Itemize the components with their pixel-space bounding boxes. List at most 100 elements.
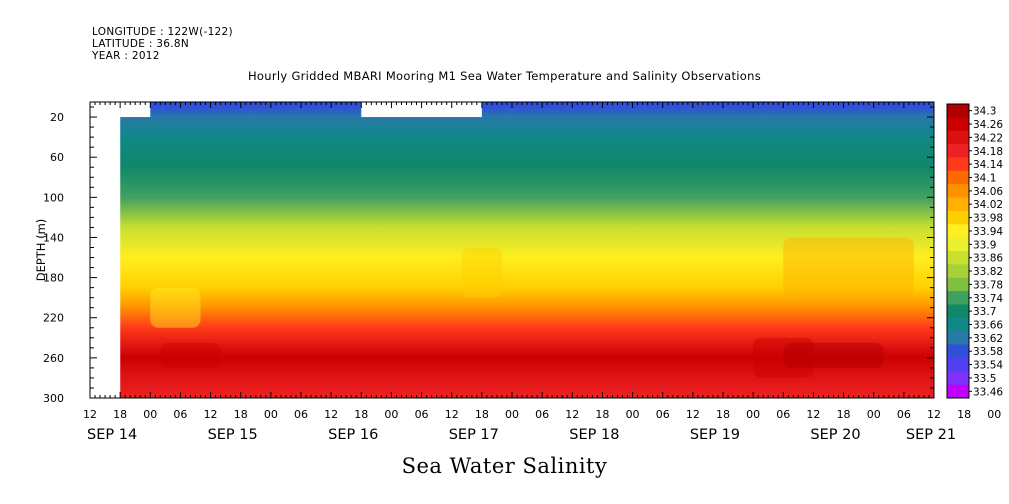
colorbar-swatch <box>947 157 969 172</box>
x-hour-label: 06 <box>897 408 911 421</box>
x-hour-label: 06 <box>294 408 308 421</box>
x-hour-label: 12 <box>83 408 97 421</box>
colorbar-swatch <box>947 237 969 252</box>
colorbar-label: 33.7 <box>973 306 996 318</box>
colorbar-label: 33.82 <box>973 266 1003 278</box>
colorbar-frame <box>946 103 970 399</box>
x-hour-label: 06 <box>173 408 187 421</box>
y-tick-label: 20 <box>50 111 64 124</box>
x-day-label: SEP 19 <box>690 427 740 443</box>
colorbar-swatch <box>947 264 969 279</box>
colorbar-swatch <box>947 344 969 359</box>
x-hour-label: 12 <box>324 408 338 421</box>
x-day-label: SEP 17 <box>449 427 499 443</box>
colorbar-swatch <box>947 291 969 305</box>
plot-area <box>90 102 934 398</box>
colorbar-swatch <box>947 277 969 292</box>
axes: 20 60 100 140 180 220 260 300 DEPTH (m) 12 18 00 06 1… <box>34 101 1001 443</box>
x-day-label: SEP 20 <box>810 427 860 443</box>
colorbar-label: 34.1 <box>973 173 996 185</box>
latitude-label: LATITUDE : 36.8N <box>92 38 190 50</box>
colorbar-swatch <box>947 251 969 265</box>
colorbar-swatch <box>947 357 969 372</box>
colorbar-label: 33.62 <box>973 333 1003 345</box>
colorbar-label: 34.18 <box>973 146 1003 158</box>
x-hour-label: 18 <box>354 408 368 421</box>
salinity-anomaly <box>783 237 914 298</box>
colorbar-label: 33.9 <box>973 239 996 251</box>
y-tick-label: 300 <box>43 392 64 405</box>
colorbar-label: 33.5 <box>973 373 996 385</box>
colorbar-swatch <box>947 117 969 132</box>
missing-data-block <box>120 102 151 118</box>
missing-data-block <box>90 102 121 398</box>
y-tick-label: 140 <box>43 231 64 244</box>
x-day-label: SEP 14 <box>87 427 137 443</box>
x-hour-label: 00 <box>746 408 760 421</box>
salinity-anomaly <box>160 342 221 368</box>
x-day-label: SEP 21 <box>906 427 956 443</box>
colorbar-swatch <box>947 210 969 225</box>
x-hour-label: 18 <box>837 408 851 421</box>
x-hour-label: 12 <box>445 408 459 421</box>
year-label: YEAR : 2012 <box>92 50 160 62</box>
y-tick-label: 60 <box>50 151 64 164</box>
x-hour-label: 06 <box>535 408 549 421</box>
salinity-anomaly <box>150 287 201 328</box>
colorbar-swatch <box>947 224 969 239</box>
x-axis-title: Sea Water Salinity <box>401 454 608 478</box>
colorbar-label: 33.78 <box>973 279 1003 291</box>
y-tick-label: 220 <box>43 312 64 325</box>
colorbar-label: 34.06 <box>973 186 1003 198</box>
longitude-label: LONGITUDE : 122W(-122) <box>92 26 233 38</box>
salinity-anomaly <box>461 247 502 298</box>
colorbar-swatch <box>947 104 969 118</box>
colorbar-label: 34.3 <box>973 106 996 118</box>
colorbar-swatch <box>947 371 969 386</box>
colorbar-label: 33.66 <box>973 320 1003 332</box>
x-hour-label: 00 <box>143 408 157 421</box>
colorbar-label: 33.46 <box>973 386 1003 398</box>
colorbar-label: 33.98 <box>973 213 1003 225</box>
salinity-anomaly <box>753 337 814 378</box>
x-hour-label: 18 <box>475 408 489 421</box>
x-hour-label: 00 <box>264 408 278 421</box>
colorbar-label: 33.54 <box>973 360 1003 372</box>
x-hour-label: 12 <box>806 408 820 421</box>
colorbar-swatch <box>947 331 969 346</box>
chart-title: Hourly Gridded MBARI Mooring M1 Sea Wate… <box>247 69 762 83</box>
x-day-label: SEP 15 <box>208 427 258 443</box>
y-tick-label: 100 <box>43 191 64 204</box>
x-hour-label: 06 <box>656 408 670 421</box>
x-hour-label: 00 <box>626 408 640 421</box>
colorbar-swatch <box>947 130 969 145</box>
x-hour-label: 06 <box>415 408 429 421</box>
colorbar-label: 34.02 <box>973 199 1003 211</box>
colorbar-swatch <box>947 317 969 332</box>
colorbar-label: 33.86 <box>973 253 1003 265</box>
colorbar-swatch <box>947 197 969 212</box>
x-hour-label: 12 <box>204 408 218 421</box>
salinity-anomaly <box>783 342 884 368</box>
x-hour-label: 18 <box>113 408 127 421</box>
colorbar-label: 33.58 <box>973 346 1003 358</box>
x-hour-label: 00 <box>867 408 881 421</box>
x-hour-label: 00 <box>505 408 519 421</box>
x-hour-label: 12 <box>565 408 579 421</box>
x-day-label: SEP 16 <box>328 427 378 443</box>
colorbar-label: 34.22 <box>973 132 1003 144</box>
x-hour-label: 12 <box>686 408 700 421</box>
colorbar-swatch <box>947 304 969 319</box>
salinity-field <box>120 102 934 398</box>
colorbar-swatch <box>947 144 969 158</box>
colorbar-label: 33.74 <box>973 293 1003 305</box>
colorbar-label: 34.26 <box>973 119 1003 131</box>
x-hour-label: 00 <box>987 408 1001 421</box>
colorbar-label: 34.14 <box>973 159 1003 171</box>
x-day-label: SEP 18 <box>569 427 619 443</box>
x-hour-label: 18 <box>716 408 730 421</box>
y-tick-label: 260 <box>43 352 64 365</box>
x-hour-label: 00 <box>384 408 398 421</box>
